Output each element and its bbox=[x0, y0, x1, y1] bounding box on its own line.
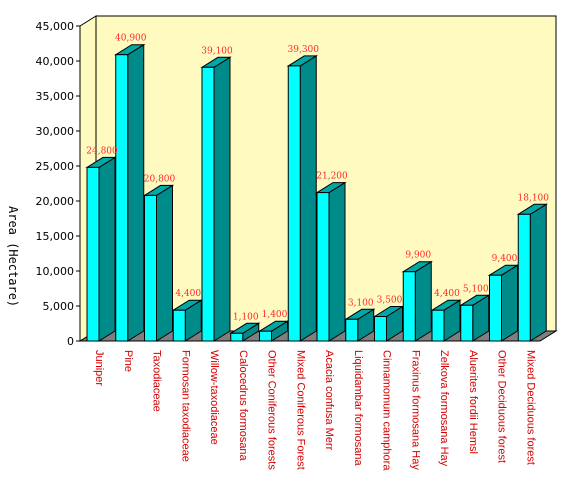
bar-front bbox=[431, 309, 445, 342]
bar-side bbox=[213, 56, 231, 342]
data-label: 3,100 bbox=[348, 298, 374, 308]
bar bbox=[142, 184, 175, 342]
bar-front bbox=[259, 330, 272, 342]
category-label: Taxodiaceae bbox=[151, 350, 163, 412]
category-label: Aluerites fordii Hemsl bbox=[467, 350, 479, 454]
bar bbox=[516, 203, 548, 342]
bar-side bbox=[501, 264, 518, 342]
bar-front bbox=[316, 192, 330, 342]
category-label: Calocedrus formosana bbox=[237, 350, 249, 462]
category-label: Mixed Coniferous Forest bbox=[294, 350, 306, 470]
bar-front bbox=[86, 166, 100, 342]
data-label: 24,800 bbox=[86, 146, 118, 156]
bar-side bbox=[529, 203, 547, 342]
category-labels: Juniper Pine Taxodiaceae Formosan taxodiace… bbox=[93, 350, 536, 471]
bar bbox=[229, 322, 261, 342]
bar bbox=[200, 56, 232, 342]
data-label: 9,900 bbox=[405, 251, 431, 261]
bar-front bbox=[201, 66, 215, 342]
data-label: 1,100 bbox=[233, 312, 259, 322]
category-label: Juniper bbox=[93, 350, 105, 386]
data-label: 20,800 bbox=[144, 174, 176, 184]
data-label: 4,400 bbox=[434, 289, 460, 299]
category-label: Pine bbox=[122, 350, 134, 372]
data-label: 1,400 bbox=[262, 310, 288, 320]
category-label: Acacia confusa Merr bbox=[323, 350, 335, 451]
y-tick-label: 20,000 bbox=[36, 195, 75, 208]
y-tick-label: 5,000 bbox=[43, 300, 75, 313]
data-label: 3,500 bbox=[377, 296, 403, 306]
category-label: Fraxinus formosana Hay bbox=[409, 350, 421, 470]
bar bbox=[401, 260, 433, 342]
bar-front bbox=[402, 271, 416, 342]
y-tick-label: 30,000 bbox=[36, 125, 75, 138]
category-label: Cinnamomum camphora bbox=[381, 350, 393, 471]
data-labels: 24,800 40,900 20,800 4,400 39,100 1,100 1,400 3… bbox=[86, 34, 549, 323]
y-axis-title: Area (Hectare) bbox=[6, 206, 20, 307]
data-label: 39,300 bbox=[288, 45, 320, 55]
data-label: 18,100 bbox=[518, 193, 550, 203]
data-label: 40,900 bbox=[115, 34, 147, 44]
bars bbox=[85, 43, 548, 342]
data-label: 5,100 bbox=[463, 284, 489, 294]
category-label: Other Coniferous forests bbox=[266, 350, 278, 470]
bar-front bbox=[460, 304, 474, 342]
bar bbox=[344, 308, 376, 342]
y-tick-label: 35,000 bbox=[36, 90, 75, 103]
bar bbox=[459, 294, 491, 342]
bar-front bbox=[230, 332, 244, 342]
data-label: 39,100 bbox=[201, 46, 233, 56]
y-tick-label: 15,000 bbox=[36, 230, 75, 243]
y-tick-label: 0 bbox=[67, 335, 74, 348]
bar-side bbox=[156, 184, 173, 342]
bar-front bbox=[374, 316, 387, 342]
bar-side bbox=[414, 260, 432, 342]
bar-front bbox=[517, 213, 531, 342]
y-tick-label: 45,000 bbox=[36, 20, 75, 33]
bar-front bbox=[489, 274, 502, 342]
data-label: 21,200 bbox=[316, 172, 348, 182]
bar bbox=[257, 320, 290, 342]
y-tick-label: 10,000 bbox=[36, 265, 75, 278]
y-tick-label: 25,000 bbox=[36, 160, 75, 173]
category-label: Formosan taxodiaceae bbox=[179, 350, 191, 462]
bar-side bbox=[98, 156, 116, 342]
bar bbox=[85, 156, 117, 342]
bar-side bbox=[299, 54, 317, 342]
data-label: 9,400 bbox=[492, 254, 518, 264]
y-axis-ticks: 0 5,000 10,000 15,000 20,000 25,000 30,000 35,0… bbox=[36, 20, 80, 348]
bar bbox=[487, 264, 520, 342]
y-tick-label: 40,000 bbox=[36, 55, 75, 68]
bar-front bbox=[345, 318, 359, 342]
bar bbox=[315, 181, 347, 342]
bar bbox=[286, 54, 318, 342]
bar-front bbox=[115, 54, 129, 342]
bar bbox=[430, 299, 462, 342]
category-label: Willow-taxodiaceae bbox=[208, 350, 220, 445]
bar bbox=[114, 43, 146, 342]
bar-front bbox=[172, 309, 186, 342]
category-label: Liquidambar formosana bbox=[352, 350, 364, 466]
bar-side bbox=[127, 43, 145, 342]
category-label: Other Deciduous forest bbox=[496, 350, 508, 463]
bar bbox=[372, 305, 405, 342]
bar-front bbox=[144, 194, 157, 342]
category-label: Mixed Deciduous forest bbox=[524, 350, 536, 465]
category-label: Zelkova formosana Hay bbox=[438, 350, 450, 467]
bar-side bbox=[328, 181, 346, 342]
bar bbox=[171, 299, 203, 342]
bar-front bbox=[287, 65, 301, 342]
data-label: 4,400 bbox=[175, 289, 201, 299]
